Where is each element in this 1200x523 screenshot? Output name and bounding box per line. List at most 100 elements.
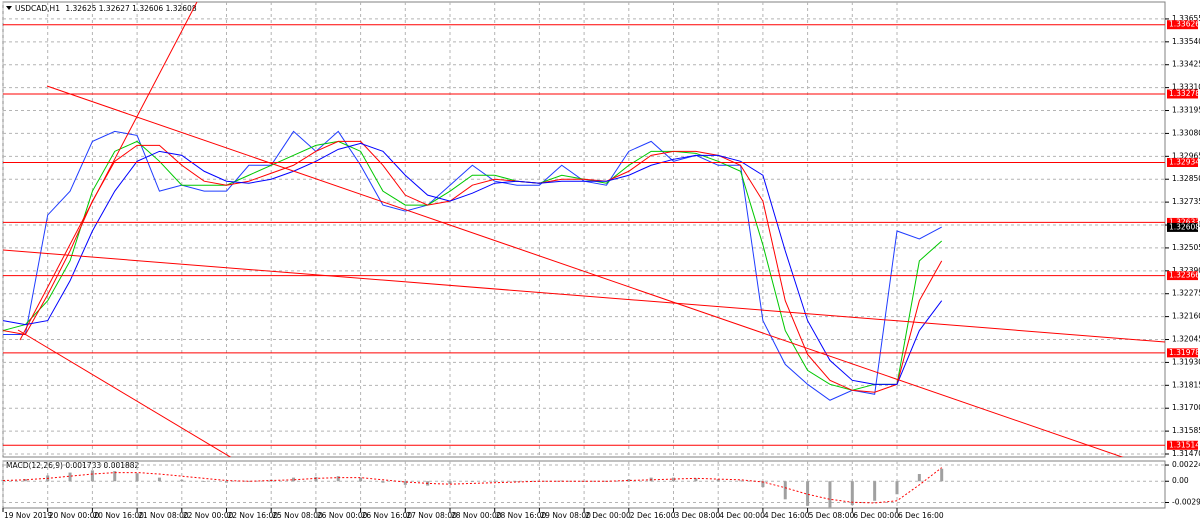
macd-bar xyxy=(292,477,296,482)
macd-bar xyxy=(470,481,474,482)
level-label-bg xyxy=(1167,89,1198,99)
y-tick-label: 0.00 xyxy=(1172,476,1189,485)
x-tick-label: 22 Nov 00:00 xyxy=(183,511,234,520)
x-tick-label: 29 Nov 08:00 xyxy=(540,511,591,520)
x-tick-label: 20 Nov 16:00 xyxy=(93,511,144,520)
macd-bar xyxy=(336,476,340,482)
series-line xyxy=(3,130,942,401)
y-tick-label: 1.32045 xyxy=(1172,335,1200,344)
macd-bar xyxy=(448,481,452,485)
macd-bar xyxy=(582,481,586,482)
macd-bar xyxy=(180,479,184,482)
close: 1.32608 xyxy=(166,4,197,13)
y-tick-label: 1.31585 xyxy=(1172,426,1200,435)
macd-bar xyxy=(113,471,117,482)
macd-bar xyxy=(68,472,72,482)
level-label: 1.33278 xyxy=(1169,89,1200,98)
y-tick-label: 1.32160 xyxy=(1172,312,1200,321)
open: 1.32625 xyxy=(65,4,96,13)
level-label-bg xyxy=(1167,217,1198,227)
y-tick-label: 1.33655 xyxy=(1172,14,1200,23)
trend-line xyxy=(19,2,198,341)
macd-bar xyxy=(694,478,698,482)
y-tick-label: 1.32275 xyxy=(1172,289,1200,298)
x-tick-label: 28 Nov 00:00 xyxy=(451,511,502,520)
x-tick-label: 6 Dec 00:00 xyxy=(853,511,899,520)
y-tick-label: 1.32505 xyxy=(1172,243,1200,252)
trend-lines xyxy=(3,2,1165,457)
x-tick-label: 22 Nov 16:00 xyxy=(228,511,279,520)
macd-bar xyxy=(23,479,27,482)
macd-bar xyxy=(873,481,877,501)
macd-bar xyxy=(828,481,832,508)
level-label: 1.32934 xyxy=(1169,157,1200,166)
macd-bar xyxy=(560,480,564,482)
macd-bar xyxy=(850,481,854,506)
y-tick-label: 1.33425 xyxy=(1172,60,1200,69)
collapse-icon[interactable] xyxy=(6,6,12,10)
level-label-bg xyxy=(1167,20,1198,30)
x-tick-label: 21 Nov 08:00 xyxy=(138,511,189,520)
macd-bar xyxy=(135,473,139,482)
series-line xyxy=(2,142,943,385)
y-tick-label: 1.33310 xyxy=(1172,83,1200,92)
macd-bar xyxy=(917,474,921,482)
macd-bar xyxy=(493,481,497,482)
y-tick-label: 1.31470 xyxy=(1172,449,1200,458)
x-tick-label: 5 Dec 08:00 xyxy=(809,511,855,520)
macd-bar xyxy=(739,480,743,482)
x-tick-label: 26 Nov 00:00 xyxy=(317,511,368,520)
series-line xyxy=(2,140,943,393)
signal-value: 0.001882 xyxy=(104,461,140,470)
level-label-bg xyxy=(1167,157,1198,167)
level-label: 1.33626 xyxy=(1169,20,1200,29)
y-tick-label: 1.32390 xyxy=(1172,266,1200,275)
level-label: 1.31514 xyxy=(1169,440,1200,449)
x-tick-label: 25 Nov 08:00 xyxy=(272,511,323,520)
x-tick-label: 20 Nov 00:00 xyxy=(49,511,100,520)
y-tick-label: 1.33540 xyxy=(1172,37,1200,46)
x-tick-label: 2 Dec 16:00 xyxy=(630,511,676,520)
x-tick-label: 26 Nov 16:00 xyxy=(362,511,413,520)
trend-line xyxy=(3,249,1165,343)
x-tick-label: 19 Nov 2019 xyxy=(4,511,52,520)
series-line xyxy=(2,140,943,391)
macd-bar xyxy=(247,481,251,482)
level-label: 1.31978 xyxy=(1169,348,1200,357)
level-label: 1.32366 xyxy=(1169,271,1200,280)
y-tick-label: -0.00294 xyxy=(1172,498,1200,507)
y-tick-label: 1.31700 xyxy=(1172,403,1200,412)
y-tick-label: 1.31815 xyxy=(1172,380,1200,389)
series-line xyxy=(2,467,943,504)
x-tick-label: 3 Dec 08:00 xyxy=(675,511,721,520)
y-tick-label: 1.33080 xyxy=(1172,128,1200,137)
macd-bar xyxy=(403,481,407,485)
macd-bar xyxy=(515,481,519,482)
level-label-bg xyxy=(1167,271,1198,281)
x-tick-label: 2 Dec 00:00 xyxy=(585,511,631,520)
macd-bar xyxy=(806,481,810,506)
macd-bar xyxy=(761,481,765,488)
macd-bar xyxy=(314,476,318,482)
trend-line xyxy=(17,329,232,457)
y-tick-label: 1.32850 xyxy=(1172,174,1200,183)
x-tick-label: 4 Dec 00:00 xyxy=(719,511,765,520)
y-tick-label: 1.32965 xyxy=(1172,151,1200,160)
level-label-bg xyxy=(1167,440,1198,450)
x-tick-label: 27 Nov 08:00 xyxy=(406,511,457,520)
y-tick-label: 0.00224 xyxy=(1172,460,1200,469)
x-tick-label: 4 Dec 16:00 xyxy=(764,511,810,520)
symbol: USDCAD,H1 xyxy=(15,4,60,13)
macd-bar xyxy=(940,468,944,482)
level-label: 1.32633 xyxy=(1169,217,1200,226)
y-tick-label: 1.32735 xyxy=(1172,197,1200,206)
x-tick-label: 28 Nov 16:00 xyxy=(496,511,547,520)
macd-bar xyxy=(225,481,228,483)
low: 1.32606 xyxy=(132,4,163,13)
macd-bar xyxy=(359,477,363,482)
x-tick-label: 6 Dec 16:00 xyxy=(898,511,944,520)
macd-bar xyxy=(716,479,720,482)
